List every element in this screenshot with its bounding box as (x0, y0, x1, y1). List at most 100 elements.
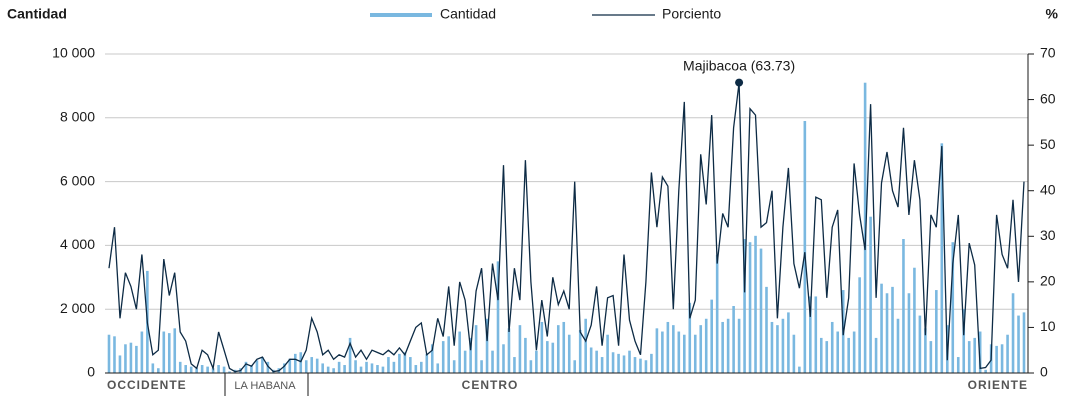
bar (688, 302, 692, 373)
bar (124, 344, 127, 373)
y-tick-label: 10 000 (52, 45, 95, 61)
bar (1006, 334, 1009, 373)
bar (430, 344, 434, 373)
bar (113, 336, 116, 373)
bar (228, 371, 231, 373)
bar (403, 352, 407, 373)
bar (759, 248, 763, 373)
bar (162, 331, 166, 373)
y-tick-label: 6 000 (60, 172, 95, 188)
bar (661, 331, 664, 373)
legend-swatch (370, 13, 432, 17)
bar (639, 358, 642, 373)
bar (880, 283, 883, 373)
bar (354, 360, 357, 373)
bar (666, 321, 670, 373)
bar (502, 344, 505, 373)
bar (310, 357, 314, 373)
bar (655, 328, 659, 373)
bar (458, 331, 461, 373)
bar (551, 342, 555, 373)
legend-label: Cantidad (440, 6, 496, 22)
bar (650, 353, 653, 373)
bar (135, 345, 138, 373)
bar (726, 318, 730, 373)
bar (929, 341, 933, 373)
bar (600, 357, 604, 373)
bar (409, 357, 412, 373)
bar (321, 363, 324, 373)
bar (255, 360, 259, 373)
bar (474, 325, 478, 373)
y-tick-label: 8 000 (60, 109, 95, 125)
bar (244, 361, 248, 373)
bar (622, 355, 626, 373)
bar (326, 366, 330, 373)
bar (140, 331, 144, 373)
bar (217, 365, 220, 373)
bar (206, 366, 209, 373)
bar (852, 331, 856, 373)
bar (359, 366, 363, 373)
bar (573, 360, 577, 373)
bar (907, 293, 911, 373)
bar (173, 328, 177, 373)
bar (562, 321, 566, 373)
bar (524, 337, 527, 373)
bar (546, 341, 549, 373)
bar (776, 325, 779, 373)
bar (956, 357, 960, 373)
bar (469, 337, 472, 373)
bar (436, 363, 440, 373)
bar (222, 366, 226, 373)
bar (337, 361, 341, 373)
bar (167, 333, 171, 373)
bar (1017, 315, 1020, 373)
bar (589, 347, 593, 373)
bar (365, 361, 368, 373)
bar (1022, 312, 1026, 373)
bar (151, 363, 155, 373)
bar (414, 365, 418, 373)
bar (1000, 344, 1004, 373)
bar (266, 361, 270, 373)
y2-tick-label: 50 (1040, 136, 1056, 152)
y2-tick-label: 0 (1040, 364, 1048, 380)
bar (304, 360, 308, 373)
bar (902, 239, 905, 373)
bar (721, 321, 724, 373)
bar (896, 318, 900, 373)
bar (792, 334, 796, 373)
bar (118, 355, 122, 373)
bar (293, 353, 297, 373)
y2-axis-title: % (1046, 6, 1059, 22)
bar (858, 277, 861, 373)
bar (699, 325, 703, 373)
bar (967, 341, 971, 373)
bar (343, 365, 346, 373)
bar (447, 336, 451, 373)
bar (157, 368, 160, 373)
bar (819, 337, 823, 373)
bar (540, 321, 544, 373)
bar (348, 337, 352, 373)
y-tick-label: 2 000 (60, 300, 95, 316)
bar (798, 366, 801, 373)
bar (732, 306, 735, 373)
region-label: OCCIDENTE (107, 378, 187, 392)
bar (211, 368, 215, 373)
bar (644, 360, 648, 373)
bar (885, 293, 889, 373)
bar (480, 360, 483, 373)
annotation-label: Majibacoa (63.73) (683, 57, 795, 73)
bar (200, 365, 204, 373)
bar (874, 337, 878, 373)
region-label: ORIENTE (968, 378, 1028, 392)
bar (107, 334, 111, 373)
bar (178, 361, 182, 373)
bar (288, 358, 292, 373)
region-label: LA HABANA (234, 380, 296, 392)
bar (420, 361, 423, 373)
bar (984, 369, 987, 373)
bar (847, 337, 850, 373)
